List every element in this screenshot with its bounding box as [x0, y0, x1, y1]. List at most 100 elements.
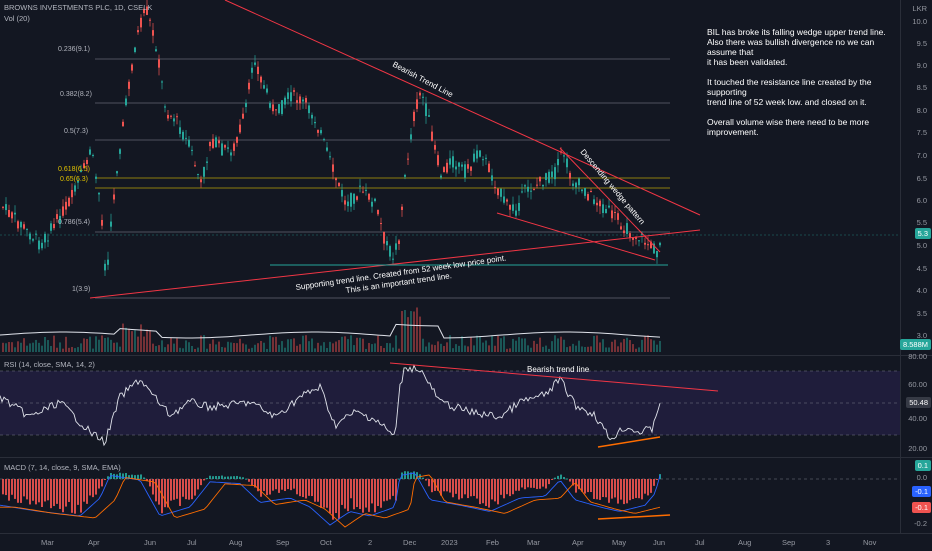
volume-bar [362, 338, 364, 352]
volume-bar [542, 346, 544, 352]
candle-body [128, 81, 130, 89]
macd-histogram-bar [329, 479, 331, 514]
price-chart-pane[interactable]: Bearish Trend Line Descending wedge patte… [0, 0, 900, 355]
candle-body [11, 212, 13, 219]
rsi-pane[interactable]: Bearish trend line RSI (14, close, SMA, … [0, 357, 900, 457]
macd-histogram-bar [305, 479, 307, 499]
volume-bar [437, 341, 439, 352]
macd-histogram-bar [257, 479, 259, 492]
volume-bar [290, 339, 292, 352]
candle-body [602, 204, 604, 214]
candle-body [635, 237, 637, 239]
rsi-value-badge: 50.48 [906, 397, 931, 408]
volume-indicator-label[interactable]: Vol (20) [4, 14, 30, 23]
price-scale[interactable]: LKR 10.0 9.5 9.0 8.5 8.0 7.5 7.0 6.5 6.0… [899, 0, 932, 533]
macd-histogram-bar [647, 479, 649, 496]
macd-histogram-bar [98, 479, 100, 489]
macd-histogram-bar [71, 479, 73, 513]
macd-histogram-bar [584, 479, 586, 494]
rsi-canvas[interactable]: Bearish trend line [0, 357, 900, 457]
macd-tick: -0.2 [914, 519, 927, 528]
time-label: Apr [572, 538, 584, 547]
volume-bar [38, 342, 40, 352]
rsi-tick: 40.00 [908, 414, 927, 423]
volume-bar [590, 346, 592, 352]
candle-body [452, 156, 454, 168]
analysis-note: BIL has broke its falling wedge upper tr… [707, 27, 897, 147]
volume-bar [656, 344, 658, 352]
volume-bar [65, 336, 67, 352]
macd-histogram-bar [416, 472, 418, 479]
macd-histogram-bar [458, 479, 460, 500]
macd-histogram-bar [212, 476, 214, 479]
candle-body [176, 116, 178, 118]
rsi-indicator-label[interactable]: RSI (14, close, SMA, 14, 2) [4, 360, 95, 369]
macd-histogram-bar [89, 479, 91, 496]
macd-histogram-bar [626, 479, 628, 504]
volume-bar [482, 342, 484, 352]
volume-bar [626, 337, 628, 352]
macd-histogram-bar [383, 479, 385, 502]
macd-histogram-bar [227, 476, 229, 479]
volume-bar [398, 348, 400, 352]
candle-body [503, 196, 505, 203]
macd-histogram-bar [596, 479, 598, 500]
candle-body [494, 187, 496, 189]
volume-bar [509, 348, 511, 352]
macd-histogram-bar [83, 479, 85, 502]
volume-bar [197, 347, 199, 352]
macd-histogram-bar [413, 471, 415, 479]
pane-divider[interactable] [0, 457, 932, 458]
candle-body [209, 141, 211, 147]
candle-body [524, 185, 526, 187]
candle-body [38, 240, 40, 250]
macd-histogram-bar [41, 479, 43, 507]
candle-body [605, 208, 607, 214]
pane-divider[interactable] [0, 355, 932, 356]
macd-histogram-bar [218, 476, 220, 479]
volume-bar [563, 339, 565, 352]
macd-histogram-bar [485, 479, 487, 506]
candle-body [161, 81, 163, 83]
macd-histogram-bar [26, 479, 28, 500]
volume-bar [422, 338, 424, 352]
macd-histogram-bar [14, 479, 16, 499]
macd-pane[interactable]: MACD (7, 14, close, 9, SMA, EMA) [0, 459, 900, 533]
macd-histogram-bar [602, 479, 604, 498]
volume-bar [404, 310, 406, 352]
macd-histogram-bar [59, 479, 61, 509]
candle-body [335, 178, 337, 181]
volume-bar [275, 336, 277, 352]
volume-bar [338, 340, 340, 352]
macd-histogram-bar [275, 479, 277, 490]
macd-histogram-bar [392, 479, 394, 496]
note-line: Overall volume wise there need to be mor… [707, 117, 870, 137]
volume-bar [47, 340, 49, 352]
time-scale[interactable]: Mar Apr Jun Jul Aug Sep Oct 2 Dec 2023 F… [0, 533, 932, 551]
symbol-title[interactable]: BROWNS INVESTMENTS PLC, 1D, CSELK [4, 3, 153, 12]
candle-body [332, 164, 334, 172]
macd-histogram-bar [461, 479, 463, 499]
macd-canvas[interactable] [0, 459, 900, 533]
volume-bar [194, 348, 196, 352]
macd-histogram-bar [230, 476, 232, 479]
macd-histogram-bar [389, 479, 391, 500]
candle-body [338, 182, 340, 187]
volume-bar [251, 347, 253, 352]
volume-bar [131, 331, 133, 352]
volume-bar [572, 343, 574, 352]
volume-bar [242, 343, 244, 352]
macd-histogram-bar [338, 479, 340, 520]
currency-label: LKR [912, 4, 927, 13]
volume-bar [230, 342, 232, 352]
volume-bar [263, 342, 265, 352]
candle-body [371, 201, 373, 207]
macd-histogram-bar [191, 479, 193, 500]
fib-level-label: 0.65(6.3) [60, 176, 89, 183]
price-tick: 3.0 [916, 331, 927, 340]
volume-bar [533, 340, 535, 352]
macd-histogram-bar [173, 479, 175, 500]
macd-histogram-bar [575, 479, 577, 493]
macd-indicator-label[interactable]: MACD (7, 14, close, 9, SMA, EMA) [4, 463, 121, 472]
